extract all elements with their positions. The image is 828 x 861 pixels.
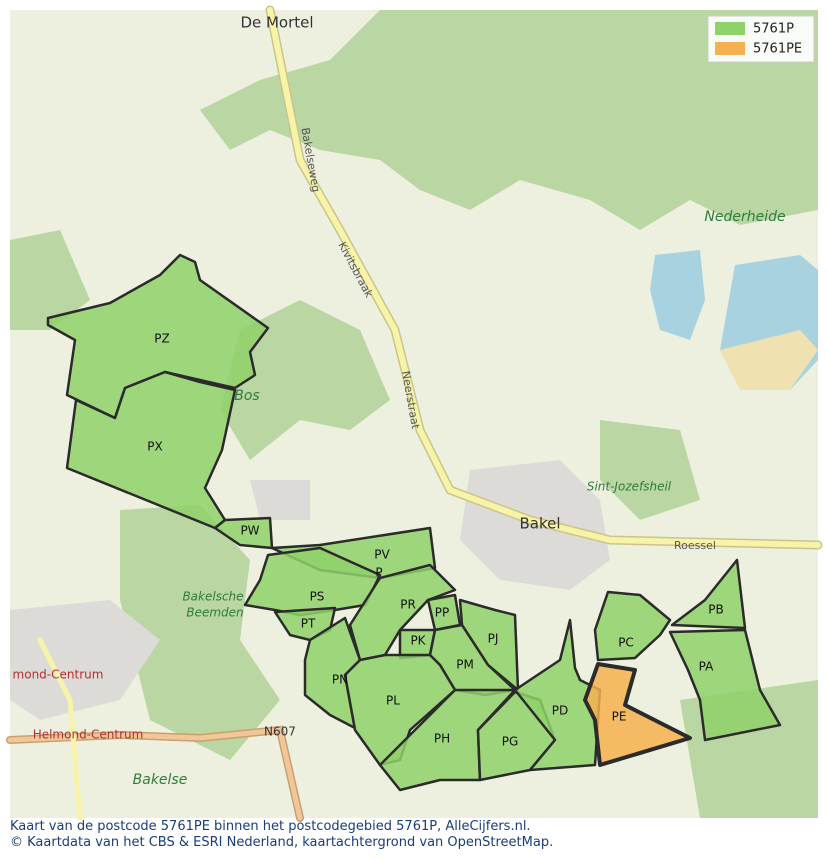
region-label: P	[375, 566, 382, 580]
region-label: PA	[699, 660, 714, 674]
region-label: PH	[434, 732, 450, 746]
caption: © Kaartdata van het CBS & ESRI Nederland…	[10, 835, 554, 850]
region	[583, 662, 692, 767]
legend-swatch	[715, 22, 745, 35]
region-label: PX	[147, 440, 162, 454]
place-label: Helmond-Centrum	[33, 728, 144, 742]
legend-swatch	[715, 42, 745, 55]
forest	[10, 10, 818, 818]
region	[670, 558, 747, 630]
region-label: PB	[708, 603, 723, 617]
region	[593, 590, 672, 662]
region-label: PJ	[488, 632, 499, 646]
place-label: Sint-Jozefsheil	[587, 480, 672, 494]
map: PZ PX PW PV P PS PT PN PR PP PK PJ PM PL PH PG PD PE PC PB P…	[6, 5, 823, 822]
region	[213, 516, 274, 550]
legend-label: 5761PE	[753, 42, 802, 57]
region	[65, 370, 237, 530]
place-label: N607	[264, 725, 296, 739]
postcode-regions	[46, 253, 782, 792]
caption: Kaart van de postcode 5761PE binnen het …	[10, 819, 531, 834]
region-label: PP	[435, 606, 449, 620]
place-label: mond-Centrum	[13, 668, 104, 682]
region-label: PL	[386, 694, 400, 708]
region-label: PZ	[154, 332, 169, 346]
region-label: PN	[332, 673, 348, 687]
roads	[6, 5, 823, 822]
place-label: Bakel	[519, 515, 560, 533]
place-label: De Mortel	[240, 14, 313, 32]
region-label: PC	[618, 636, 634, 650]
region-label: PE	[612, 710, 627, 724]
region-label: PG	[502, 735, 519, 749]
region-label: PS	[310, 590, 325, 604]
region	[46, 253, 270, 420]
region-label: PM	[456, 658, 474, 672]
region-label: PD	[552, 704, 568, 718]
place-label: Roessel	[674, 539, 716, 552]
place-label: Bos	[234, 388, 259, 404]
place-label: Bakelsche	[182, 590, 243, 604]
region	[668, 628, 782, 742]
region-label: PR	[400, 598, 416, 612]
legend-label: 5761P	[753, 22, 794, 37]
place-label: Beemden	[186, 606, 243, 620]
region-label: PW	[240, 524, 259, 538]
place-label: Nederheide	[704, 209, 785, 225]
region-label: PV	[374, 548, 390, 562]
region-label: PT	[301, 617, 316, 631]
region-label: PK	[410, 634, 426, 648]
place-label: Bakelse	[133, 772, 188, 788]
sand	[720, 330, 818, 390]
